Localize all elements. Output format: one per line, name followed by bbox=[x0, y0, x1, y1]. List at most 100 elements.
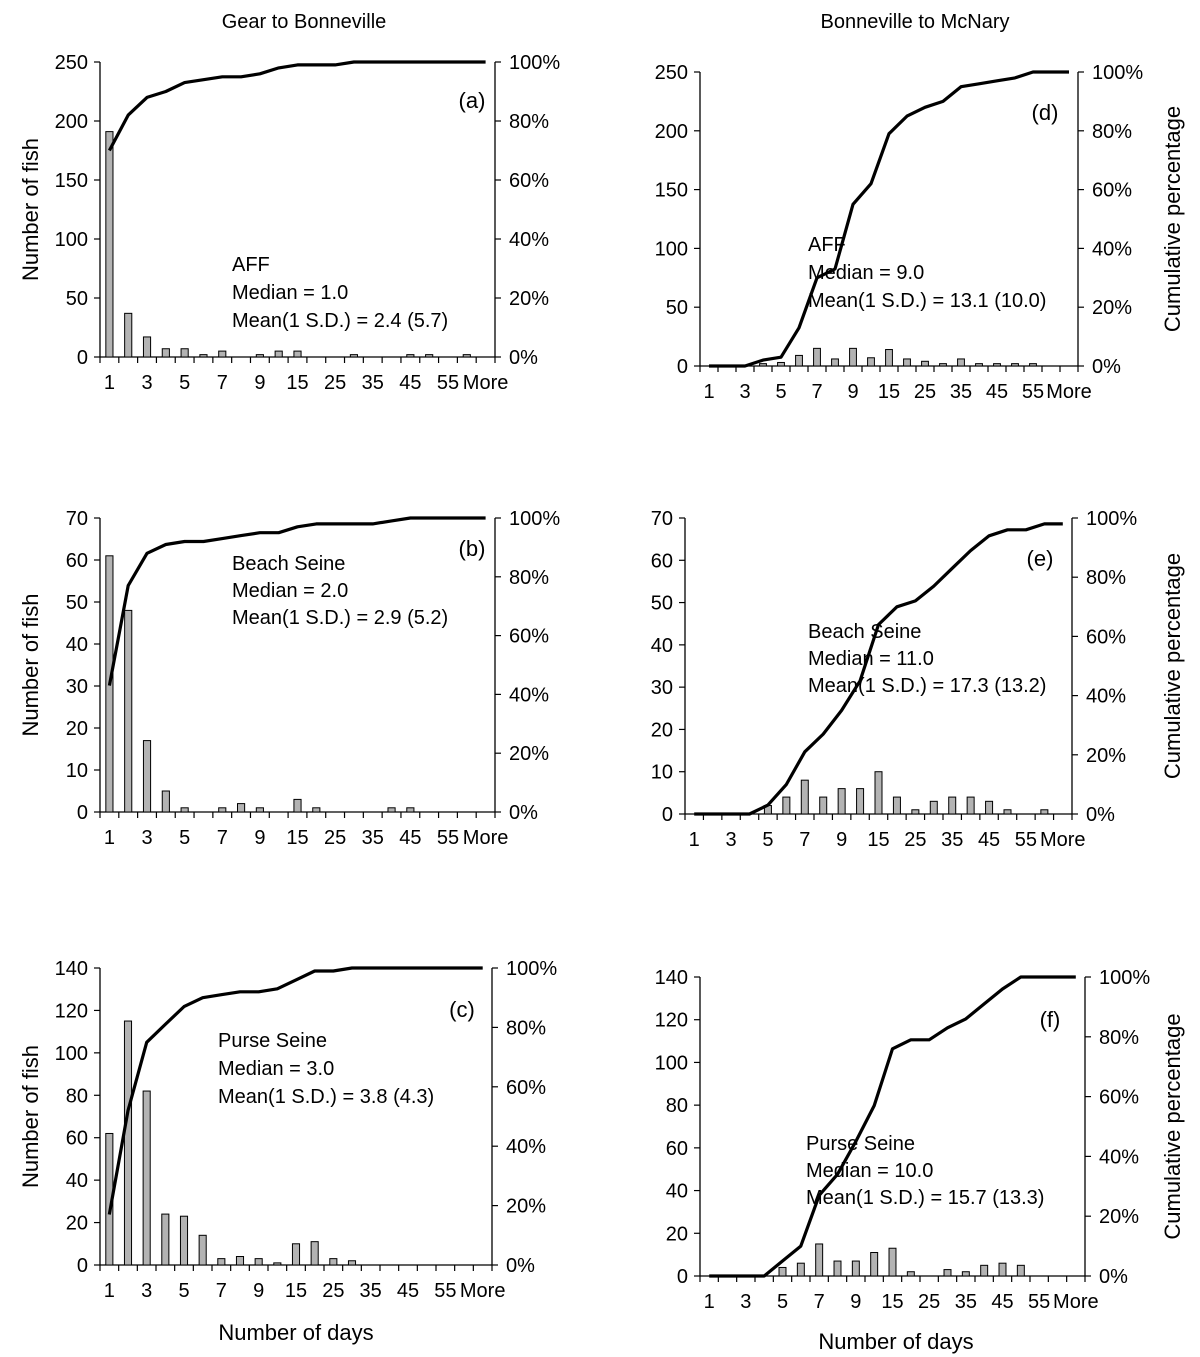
x-tick-label: 9 bbox=[254, 372, 265, 394]
y-tick-label: 50 bbox=[66, 288, 88, 310]
bar bbox=[831, 358, 839, 367]
bar bbox=[1040, 809, 1049, 815]
x-tick-label: 3 bbox=[740, 1291, 751, 1313]
y-tick-label: 150 bbox=[655, 180, 688, 202]
annotation-line: AFF bbox=[808, 234, 846, 256]
y2-tick-label: 100% bbox=[1086, 508, 1137, 530]
bar bbox=[849, 347, 857, 367]
x-tick-label: 55 bbox=[434, 1280, 456, 1302]
x-tick-label: 1 bbox=[104, 827, 115, 849]
bar bbox=[980, 1264, 989, 1277]
y-tick-label: 120 bbox=[655, 1010, 688, 1032]
bar bbox=[124, 312, 133, 358]
y2-tick-label: 80% bbox=[1099, 1027, 1139, 1049]
annotation-line: Mean(1 S.D.) = 2.4 (5.7) bbox=[232, 310, 448, 332]
y-tick-label: 70 bbox=[66, 508, 88, 530]
y-tick-label: 100 bbox=[55, 1043, 88, 1065]
x-tick-label: 55 bbox=[1028, 1291, 1050, 1313]
bar bbox=[293, 798, 302, 813]
y2-tick-label: 80% bbox=[506, 1017, 546, 1039]
x-tick-label: 25 bbox=[914, 381, 936, 403]
x-tick-label: 15 bbox=[285, 1280, 307, 1302]
bar bbox=[1029, 363, 1037, 367]
x-tick-label: 15 bbox=[286, 827, 308, 849]
y2-tick-label: 40% bbox=[506, 1136, 546, 1158]
x-tick-label: 35 bbox=[360, 1280, 382, 1302]
y2-tick-label: 20% bbox=[1092, 297, 1132, 319]
y2-tick-label: 80% bbox=[1092, 121, 1132, 143]
cumulative-line bbox=[107, 60, 486, 152]
y-tick-label: 200 bbox=[655, 121, 688, 143]
y-axis-title: Number of fish bbox=[18, 138, 43, 281]
bar bbox=[885, 349, 893, 367]
bar bbox=[948, 796, 957, 815]
y2-tick-label: 80% bbox=[509, 567, 549, 589]
bar bbox=[943, 1269, 952, 1277]
y-tick-label: 30 bbox=[66, 676, 88, 698]
bar bbox=[255, 807, 264, 813]
bar bbox=[870, 1252, 879, 1277]
annotation-line: Median = 3.0 bbox=[218, 1058, 334, 1080]
x-tick-label: 35 bbox=[941, 829, 963, 851]
bar bbox=[911, 809, 920, 815]
y2-tick-label: 0% bbox=[1086, 804, 1115, 826]
y2-tick-label: 60% bbox=[1086, 626, 1126, 648]
annotation-line: Purse Seine bbox=[806, 1133, 915, 1155]
bar bbox=[966, 796, 975, 815]
bar bbox=[851, 1260, 860, 1277]
bar bbox=[218, 350, 227, 358]
y-tick-label: 50 bbox=[666, 297, 688, 319]
bar bbox=[254, 1258, 263, 1266]
y-tick-label: 80 bbox=[66, 1085, 88, 1107]
bar bbox=[975, 363, 983, 367]
bar bbox=[255, 354, 264, 358]
y2-tick-label: 40% bbox=[1099, 1146, 1139, 1168]
bar bbox=[837, 788, 846, 815]
x-axis-title: Number of days bbox=[218, 1320, 373, 1345]
bar bbox=[273, 1262, 282, 1266]
y2-tick-label: 20% bbox=[509, 288, 549, 310]
x-tick-label: More bbox=[1040, 829, 1086, 851]
bar bbox=[199, 354, 208, 358]
bar bbox=[105, 131, 114, 358]
annotation-line: Mean(1 S.D.) = 2.9 (5.2) bbox=[232, 607, 448, 629]
y2-tick-label: 80% bbox=[509, 111, 549, 133]
x-tick-label: 55 bbox=[437, 372, 459, 394]
x-tick-label: More bbox=[463, 372, 509, 394]
bar bbox=[217, 1258, 226, 1266]
y2-tick-label: 100% bbox=[1099, 967, 1150, 989]
y2-tick-label: 40% bbox=[1092, 238, 1132, 260]
y-tick-label: 0 bbox=[77, 802, 88, 824]
y2-tick-label: 100% bbox=[1092, 62, 1143, 84]
y-tick-label: 20 bbox=[666, 1223, 688, 1245]
bar bbox=[813, 347, 821, 367]
bar bbox=[349, 354, 359, 358]
y2-tick-label: 60% bbox=[1092, 180, 1132, 202]
x-tick-label: 1 bbox=[689, 829, 700, 851]
y-tick-label: 200 bbox=[55, 111, 88, 133]
bar bbox=[795, 354, 803, 367]
bar bbox=[310, 1241, 319, 1266]
y-tick-label: 20 bbox=[66, 718, 88, 740]
x-tick-label: 45 bbox=[399, 827, 421, 849]
bar bbox=[274, 350, 283, 358]
x-tick-label: 3 bbox=[141, 827, 152, 849]
bar bbox=[291, 1243, 301, 1266]
y2-tick-label: 40% bbox=[509, 684, 549, 706]
y2-tick-label: 60% bbox=[509, 170, 549, 192]
x-tick-label: 35 bbox=[955, 1291, 977, 1313]
y-tick-label: 0 bbox=[677, 356, 688, 378]
x-tick-label: 45 bbox=[991, 1291, 1013, 1313]
bar bbox=[293, 350, 302, 358]
cumulative-line bbox=[694, 522, 1063, 816]
x-tick-label: 1 bbox=[703, 381, 714, 403]
bar bbox=[406, 354, 415, 358]
y-tick-label: 100 bbox=[55, 229, 88, 251]
x-tick-label: More bbox=[463, 827, 509, 849]
bar bbox=[778, 1266, 787, 1277]
x-tick-label: 7 bbox=[217, 827, 228, 849]
bar bbox=[329, 1258, 338, 1266]
y2-tick-label: 0% bbox=[509, 347, 538, 369]
